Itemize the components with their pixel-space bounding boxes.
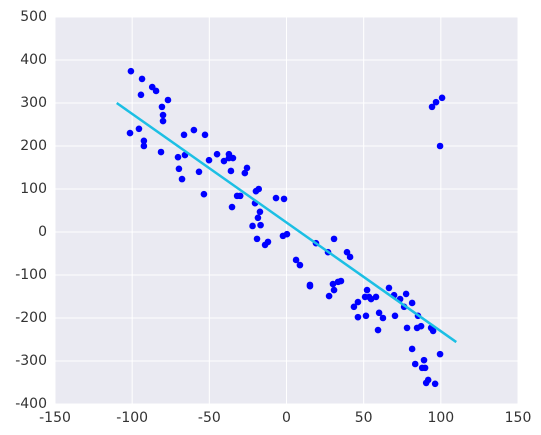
point <box>362 312 370 320</box>
x-tick-label: -150 <box>39 410 71 426</box>
point <box>257 221 264 229</box>
point <box>140 142 148 150</box>
point <box>330 286 338 294</box>
y-tick-label: -200 <box>15 310 47 326</box>
point <box>249 222 256 230</box>
point <box>408 299 416 307</box>
point <box>408 345 416 353</box>
point <box>213 150 221 158</box>
point <box>127 67 135 75</box>
point <box>241 169 249 177</box>
point <box>325 292 333 300</box>
point <box>190 126 198 134</box>
point <box>346 253 354 261</box>
point <box>174 153 182 161</box>
point <box>159 117 167 125</box>
point <box>205 156 213 164</box>
y-tick-label: 0 <box>38 224 47 240</box>
point <box>195 168 203 176</box>
point <box>280 195 288 203</box>
point <box>372 293 380 301</box>
point <box>354 313 362 321</box>
point <box>379 314 387 322</box>
x-tick-label: -100 <box>116 410 148 426</box>
point <box>200 190 208 198</box>
point <box>158 103 166 111</box>
point <box>175 165 183 173</box>
point <box>137 91 145 99</box>
y-tick-label: 300 <box>20 95 47 111</box>
point <box>438 94 446 102</box>
point <box>243 164 251 172</box>
point <box>157 148 165 156</box>
x-tick-label: 0 <box>282 410 291 426</box>
point <box>420 356 428 364</box>
point <box>330 235 338 243</box>
regression-line <box>116 101 457 344</box>
point <box>329 280 337 288</box>
point <box>422 379 430 387</box>
y-tick-label: 400 <box>20 52 47 68</box>
point <box>227 167 235 175</box>
x-tick-label: 100 <box>427 410 454 426</box>
point <box>159 111 167 119</box>
point <box>126 129 134 137</box>
point <box>152 87 160 95</box>
x-tick-label: -50 <box>198 410 221 426</box>
point <box>201 131 209 139</box>
point <box>350 303 358 311</box>
point <box>229 154 237 162</box>
point <box>367 295 375 303</box>
point <box>417 322 425 330</box>
point <box>411 360 419 368</box>
point <box>375 309 383 317</box>
point <box>296 261 304 269</box>
point <box>283 230 291 238</box>
point <box>391 312 399 320</box>
point <box>220 157 228 165</box>
point <box>431 380 439 388</box>
point <box>228 203 236 211</box>
point <box>255 185 263 193</box>
point <box>385 284 393 292</box>
y-tick-label: -300 <box>15 353 47 369</box>
y-tick-label: 100 <box>20 181 47 197</box>
point <box>292 256 300 264</box>
point <box>363 286 371 294</box>
point <box>374 326 382 334</box>
point <box>343 248 351 256</box>
point <box>254 214 262 222</box>
point <box>253 235 261 243</box>
point <box>140 137 148 145</box>
point <box>256 208 264 216</box>
point <box>233 192 241 200</box>
y-tick-label: -400 <box>15 396 47 412</box>
point <box>180 131 188 139</box>
point <box>428 103 436 111</box>
point <box>354 298 362 306</box>
y-tick-label: 200 <box>20 138 47 154</box>
point <box>135 125 143 133</box>
point <box>306 282 314 290</box>
point <box>164 96 172 104</box>
point <box>138 75 146 83</box>
y-tick-label: -100 <box>15 267 47 283</box>
point <box>402 290 410 298</box>
point <box>429 327 437 335</box>
point <box>178 175 186 183</box>
point <box>432 98 440 106</box>
point <box>418 364 426 372</box>
point <box>261 241 269 249</box>
point <box>436 142 444 150</box>
y-tick-label: 500 <box>20 9 47 25</box>
x-tick-label: 150 <box>505 410 532 426</box>
point <box>436 350 444 358</box>
x-tick-label: 50 <box>355 410 373 426</box>
point <box>272 194 280 202</box>
point <box>403 324 411 332</box>
point <box>337 277 345 285</box>
